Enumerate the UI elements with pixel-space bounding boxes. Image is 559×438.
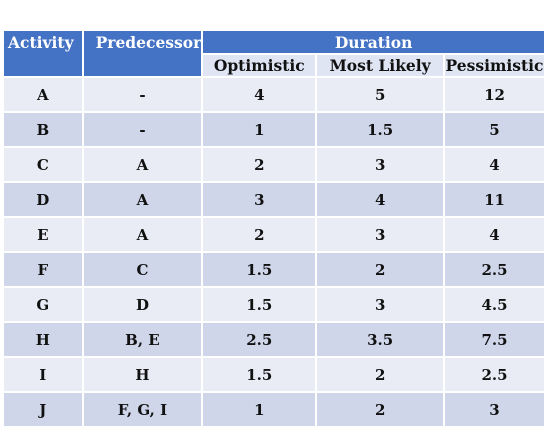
cell-optimistic: 2 [203,148,316,181]
cell-pessimistic: 11 [445,183,544,216]
cell-optimistic: 1.5 [203,253,316,286]
cell-predecessor: - [83,78,202,111]
cell-activity: F [4,253,82,286]
header-predecessor: Predecessor [83,31,202,76]
header-duration: Duration [203,31,544,53]
cell-most-likely: 3.5 [317,323,444,356]
cell-most-likely: 3 [317,288,444,321]
table-row: B -1 1.5 5 [4,113,544,146]
cell-activity: H [4,323,82,356]
header-optimistic: Optimistic [203,55,316,76]
cell-optimistic: 1.5 [203,288,316,321]
cell-optimistic: 1 [203,393,316,426]
cell-activity: C [4,148,82,181]
cell-most-likely: 2 [317,253,444,286]
table-row: F C 1.5 2 2.5 [4,253,544,286]
cell-most-likely: 5 [317,78,444,111]
cell-activity: J [4,393,82,426]
cell-predecessor: H [83,358,202,391]
cell-most-likely: 2 [317,393,444,426]
table-row: A -4 5 12 [4,78,544,111]
cell-pessimistic: 4 [445,218,544,251]
cell-activity: E [4,218,82,251]
cell-most-likely: 2 [317,358,444,391]
cell-predecessor: A [83,148,202,181]
cell-predecessor: D [83,288,202,321]
cell-optimistic: 3 [203,183,316,216]
cell-pessimistic: 4 [445,148,544,181]
cell-optimistic: 2 [203,218,316,251]
cell-pessimistic: 12 [445,78,544,111]
header-most-likely: Most Likely [317,55,444,76]
cell-activity: B [4,113,82,146]
cell-activity: A [4,78,82,111]
table-row: D A 3 4 11 [4,183,544,216]
cell-pessimistic: 3 [445,393,544,426]
cell-optimistic: 1.5 [203,358,316,391]
cell-activity: I [4,358,82,391]
cell-pessimistic: 5 [445,113,544,146]
table-body: A -4 5 12 B -1 1.5 5 C A 2 3 4 D A 3 4 11 E A 2 3 4 F C 1.5 2 2.5 G D… [4,78,544,426]
header-activity: Activity [4,31,82,76]
cell-predecessor: C [83,253,202,286]
cell-pessimistic: 4.5 [445,288,544,321]
cell-pessimistic: 7.5 [445,323,544,356]
cell-predecessor: - [83,113,202,146]
cell-predecessor: F, G, I [83,393,202,426]
cell-activity: D [4,183,82,216]
cell-predecessor: B, E [83,323,202,356]
cell-optimistic: 1 [203,113,316,146]
cell-optimistic: 4 [203,78,316,111]
header-pessimistic: Pessimistic [445,55,544,76]
cell-predecessor: A [83,183,202,216]
cell-pessimistic: 2.5 [445,253,544,286]
cell-most-likely: 3 [317,218,444,251]
cell-most-likely: 4 [317,183,444,216]
cell-most-likely: 1.5 [317,113,444,146]
cell-predecessor: A [83,218,202,251]
table-row: G D 1.5 3 4.5 [4,288,544,321]
cell-activity: G [4,288,82,321]
table-row: H B, E 2.5 3.5 7.5 [4,323,544,356]
cell-pessimistic: 2.5 [445,358,544,391]
cell-most-likely: 3 [317,148,444,181]
cell-optimistic: 2.5 [203,323,316,356]
activity-duration-table: Activity Predecessor Duration Optimistic… [2,29,546,428]
table-row: I H 1.5 2 2.5 [4,358,544,391]
